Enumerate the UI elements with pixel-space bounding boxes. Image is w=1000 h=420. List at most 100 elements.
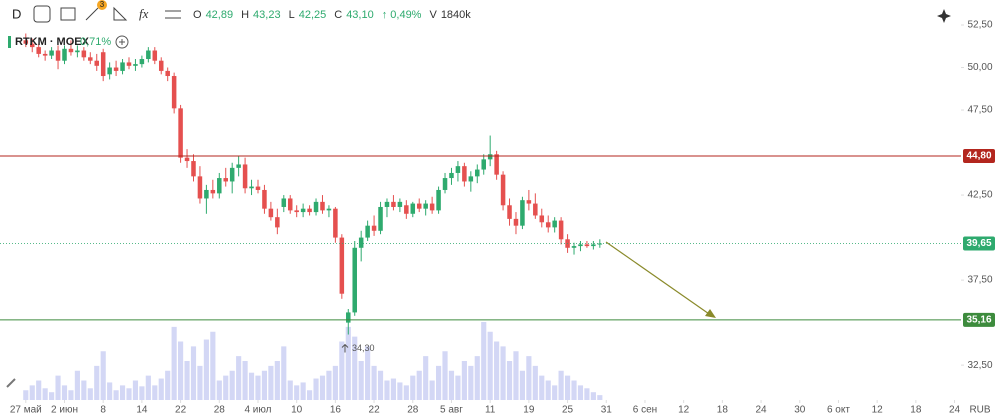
- volume-bar: [590, 392, 596, 400]
- volume-bar: [190, 346, 197, 400]
- candle-body: [320, 201, 325, 211]
- x-tick-label: 6 сен: [633, 405, 657, 416]
- volume-bar: [29, 385, 35, 400]
- candle-body: [455, 166, 461, 173]
- volume-bar: [545, 380, 551, 400]
- x-tick-label: 12: [678, 405, 690, 416]
- x-tick-label: 18: [717, 405, 729, 416]
- candle-body: [391, 201, 396, 207]
- candle-body: [75, 50, 80, 53]
- ohlc-key: O: [193, 9, 202, 21]
- candle-body: [88, 57, 93, 61]
- volume-bar: [397, 382, 403, 400]
- candle-body: [384, 201, 390, 207]
- volume-bar: [487, 331, 493, 400]
- ohlc-value: 42,25: [299, 9, 327, 21]
- x-tick-label: 6 окт: [827, 405, 850, 416]
- price-tag: [963, 148, 995, 163]
- candle-body: [197, 176, 203, 199]
- volume-bar: [300, 382, 306, 400]
- volume-bar: [494, 341, 500, 400]
- volume-bar: [139, 386, 145, 400]
- volume-bar: [423, 356, 429, 400]
- volume-bar: [281, 346, 287, 400]
- price-tag-label: 35,16: [966, 315, 991, 326]
- add-button[interactable]: [115, 35, 129, 49]
- volume-bar: [242, 361, 248, 400]
- candle-body: [42, 53, 48, 56]
- x-tick-label: 12: [872, 405, 884, 416]
- volume-bar: [55, 375, 61, 400]
- ohlc-key: H: [241, 9, 249, 21]
- interval[interactable]: D: [12, 6, 21, 21]
- volume-bar: [319, 375, 326, 400]
- candle-body: [217, 178, 222, 194]
- candle-body: [223, 178, 228, 182]
- volume-bar: [455, 375, 461, 400]
- candle-body: [346, 312, 351, 323]
- volume-bar: [532, 365, 538, 400]
- candle-body: [339, 237, 345, 294]
- ai-button[interactable]: [937, 9, 951, 23]
- y-tick-label: 42,50: [967, 190, 992, 201]
- volume-bar: [152, 385, 158, 400]
- candle-body: [326, 208, 332, 211]
- candle-body: [268, 208, 274, 218]
- tool-icon[interactable]: [60, 7, 76, 21]
- candle-body: [365, 225, 370, 238]
- volume-bar: [23, 390, 29, 400]
- volume-bar: [539, 375, 545, 400]
- price-tag: [963, 236, 995, 251]
- ruler-icon: [6, 378, 16, 388]
- volume-bar: [94, 365, 100, 400]
- candle-body: [262, 189, 267, 209]
- volume-bar: [178, 341, 184, 400]
- candle-body: [242, 164, 248, 189]
- candle-body: [397, 201, 403, 207]
- volume-bar: [158, 378, 164, 400]
- x-tick-label: 2 июн: [51, 405, 78, 416]
- badge-count: 3: [100, 0, 105, 9]
- tool-icon[interactable]: [165, 10, 181, 19]
- volume-bar: [184, 361, 190, 400]
- candle-body: [475, 169, 480, 177]
- volume-bar: [519, 370, 526, 400]
- tool-icon[interactable]: [85, 7, 99, 21]
- volume-bar: [526, 356, 532, 400]
- volume-bar: [365, 346, 371, 400]
- candle-body: [152, 50, 158, 61]
- x-tick-label: 30: [794, 405, 806, 416]
- tool-icon[interactable]: [33, 5, 51, 23]
- candle-body: [68, 48, 74, 53]
- volume-bar: [513, 351, 519, 400]
- currency: RUB: [969, 405, 990, 416]
- y-tick-label: 50,00: [967, 62, 992, 73]
- symbol: RTKM · MOEX: [15, 36, 90, 48]
- volume-bar: [287, 380, 293, 400]
- volume-bar: [345, 326, 351, 400]
- volume-bar: [410, 375, 416, 400]
- volume-bar: [107, 382, 113, 400]
- volume-bar: [468, 365, 474, 400]
- candle-body: [49, 50, 54, 56]
- volume-bar: [384, 380, 390, 400]
- volume-bar: [248, 372, 255, 400]
- volume-bar: [429, 380, 435, 400]
- candle-body: [204, 189, 209, 199]
- volume-bar: [255, 375, 261, 400]
- tool-icon[interactable]: fx: [139, 6, 149, 21]
- y-tick-label: 32,50: [967, 360, 992, 371]
- candle-body: [494, 154, 499, 175]
- tool-icon[interactable]: [113, 6, 128, 21]
- volume-bar: [197, 365, 203, 400]
- x-tick-label: 28: [407, 405, 419, 416]
- candle-body: [526, 200, 532, 204]
- candle-body: [507, 205, 512, 219]
- x-tick-label: 4 июл: [244, 405, 271, 416]
- y-tick-label: 47,50: [967, 105, 992, 116]
- volume-bar: [261, 370, 268, 400]
- volume-bar: [165, 370, 171, 400]
- candle-body: [410, 203, 416, 214]
